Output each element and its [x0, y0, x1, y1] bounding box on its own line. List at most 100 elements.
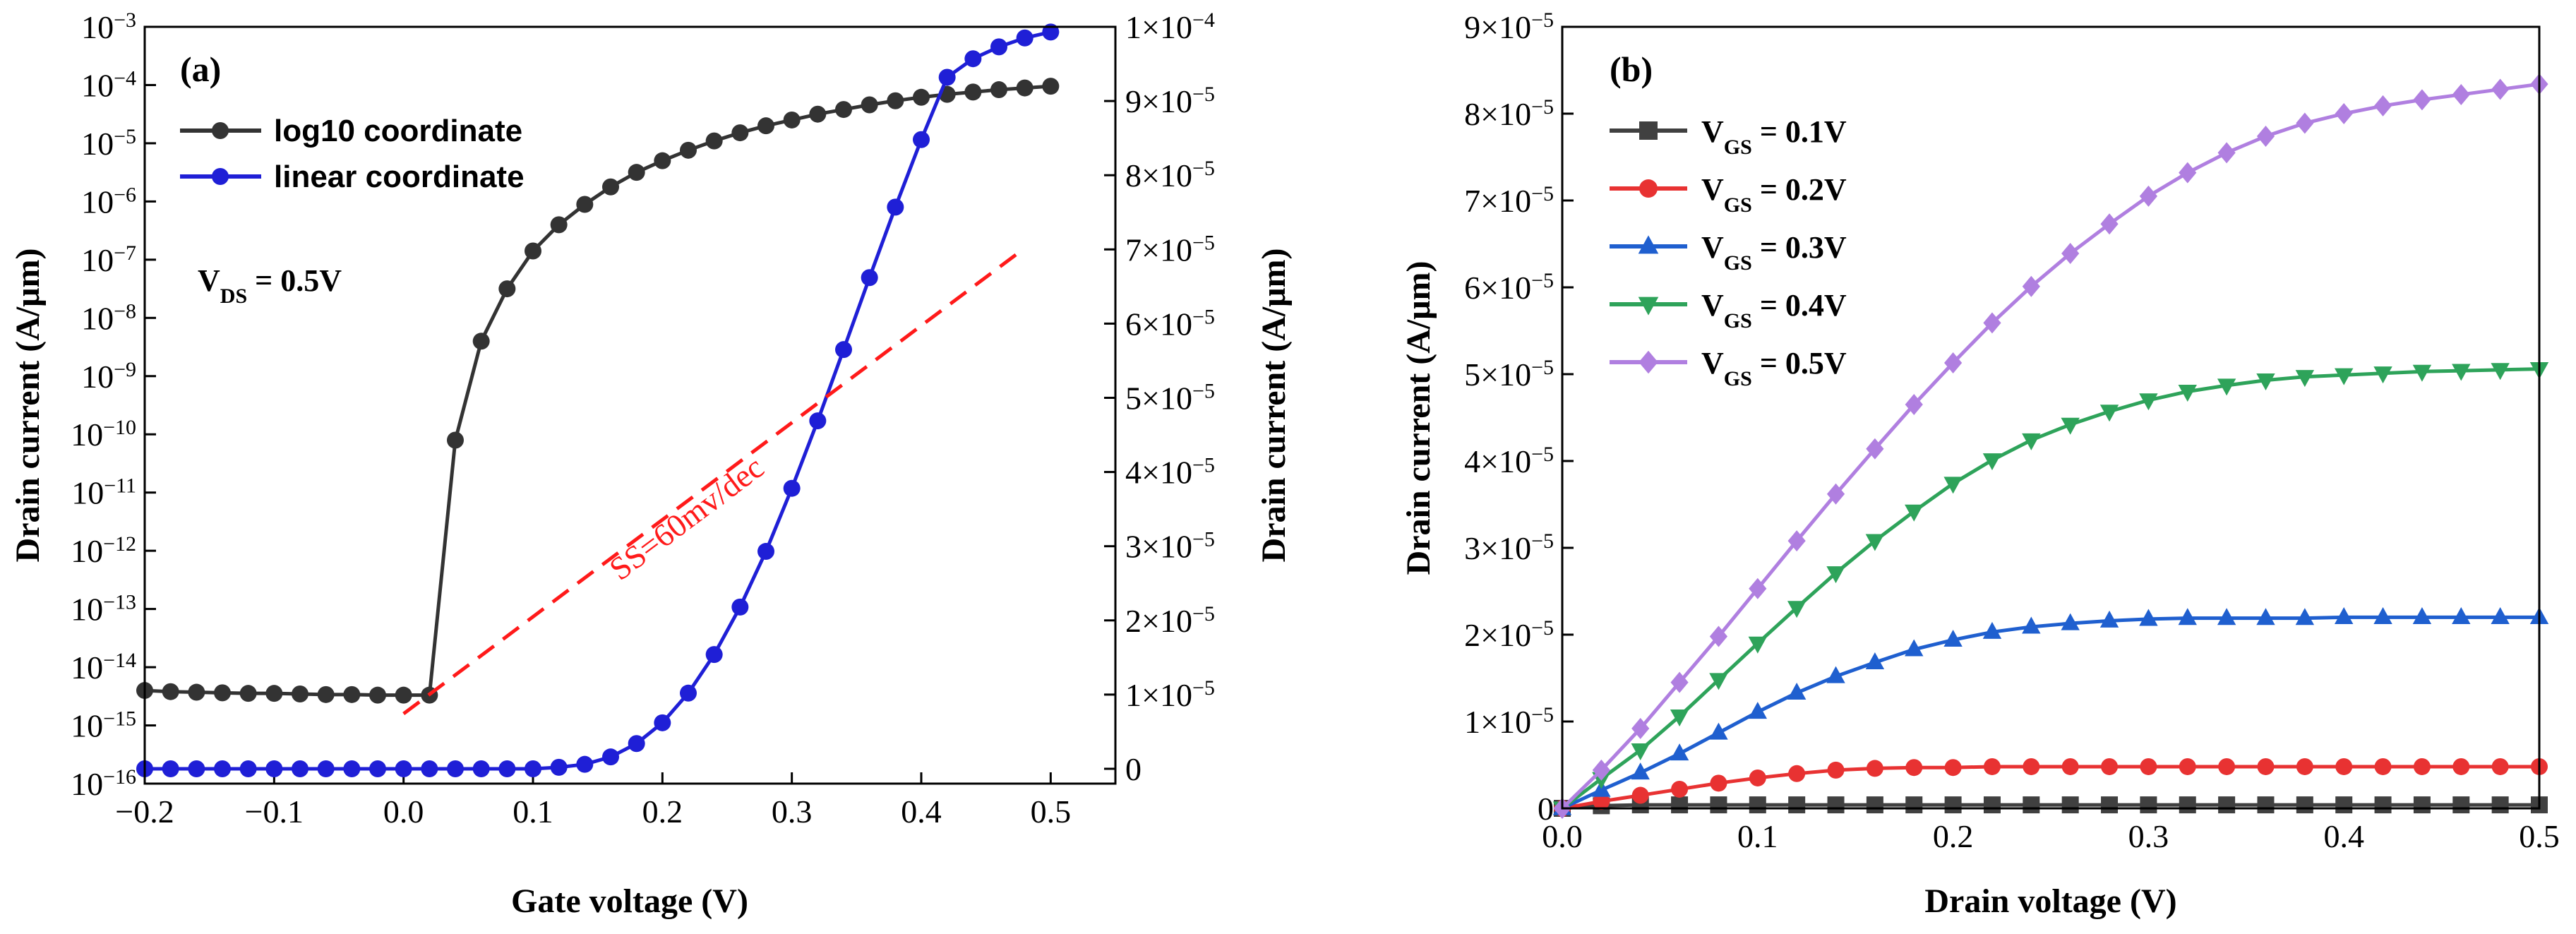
b-legend-marker-0 — [1639, 121, 1658, 140]
b-series-1-point — [2335, 758, 2353, 775]
a-series-0-point — [188, 683, 205, 701]
a-y-right-tick-label: 1×10−4 — [1125, 8, 1215, 46]
a-series-0-point — [214, 684, 231, 702]
b-series-0-point — [2413, 796, 2431, 814]
panel-a: −0.2 −0.1 0.0 0.1 0.2 0.3 0.4 0.5 10−16 10−15 10−1… — [9, 8, 1293, 921]
a-series-1-point — [472, 760, 490, 777]
b-series-1-point — [2140, 758, 2157, 775]
b-y-tick-label: 2×10−5 — [1464, 616, 1554, 654]
b-series-4-point — [2179, 162, 2197, 184]
b-series-2-point — [2061, 613, 2080, 630]
b-series-2-point — [2373, 607, 2392, 624]
a-series-1-point — [188, 760, 205, 777]
b-series-0-point — [2452, 796, 2470, 814]
b-series-1-point — [2023, 758, 2040, 775]
a-series-0-point — [783, 111, 801, 128]
b-series-4-point — [2491, 78, 2510, 100]
a-series-1-point — [1016, 29, 1034, 47]
b-legend-label-4: VGS = 0.5V — [1701, 346, 1847, 390]
b-series-1-point — [2413, 758, 2431, 775]
legend-marker-linear — [212, 168, 229, 185]
b-series-4-point — [1631, 717, 1650, 739]
a-series-1-point — [447, 760, 464, 777]
panel-b-x-title: Drain voltage (V) — [1924, 882, 2176, 920]
b-series-3-point — [1748, 636, 1767, 654]
b-series-3-point — [2373, 366, 2392, 384]
b-series-4-point — [2256, 125, 2275, 147]
b-series-0-point — [1866, 796, 1883, 814]
b-series-2-point — [2022, 616, 2041, 634]
b-series-1-point — [1944, 759, 1962, 777]
a-series-0-point — [498, 280, 516, 298]
a-x-tick-label: 0.4 — [901, 794, 942, 830]
panel-b-legend: VGS = 0.1V VGS = 0.2V VGS = 0.3V VGS = 0.4V… — [1610, 114, 1847, 390]
a-series-1-point — [162, 760, 179, 777]
b-legend-marker-1 — [1639, 179, 1658, 198]
legend-label-log10: log10 coordinate — [274, 114, 522, 148]
b-series-1-point — [1827, 761, 1845, 779]
a-y-left-tick-label: 10−3 — [81, 8, 136, 46]
b-series-2-point — [1670, 743, 1689, 761]
a-x-tick-label: −0.2 — [115, 794, 174, 830]
a-x-tick-label: 0.3 — [772, 794, 813, 830]
b-series-4-point — [1983, 312, 2001, 334]
b-legend-label-1: VGS = 0.2V — [1701, 172, 1847, 217]
b-series-0-point — [2218, 796, 2236, 814]
a-series-0-point — [628, 164, 645, 181]
b-series-2-point — [1982, 621, 2002, 639]
a-series-1-point — [990, 38, 1007, 56]
b-series-3-point — [1670, 710, 1689, 727]
b-series-2-point — [2491, 607, 2510, 624]
a-series-0-point — [835, 101, 852, 119]
b-series-1-point — [2296, 758, 2313, 775]
b-series-3-point — [2491, 363, 2510, 381]
b-series-4-point — [2335, 103, 2353, 124]
b-legend-marker-2 — [1638, 235, 1659, 254]
b-series-1-point — [1671, 780, 1689, 798]
a-series-1-point — [654, 714, 671, 731]
a-series-0-point — [964, 83, 982, 101]
b-y-tick-label: 3×10−5 — [1464, 529, 1554, 567]
panel-a-x-title: Gate voltage (V) — [511, 882, 748, 920]
b-series-3-point — [1905, 504, 1924, 522]
a-y-left-tick-label: 10−9 — [81, 357, 136, 395]
b-legend-label-2: VGS = 0.3V — [1701, 230, 1847, 275]
a-series-1-point — [757, 543, 774, 561]
b-series-1-point — [2491, 758, 2509, 775]
b-series-1-point — [1631, 786, 1649, 804]
a-series-0-point — [990, 81, 1007, 99]
a-y-right-tick-label: 4×10−5 — [1125, 453, 1215, 491]
b-series-4-point — [2296, 112, 2314, 134]
b-series-4-point — [2217, 142, 2236, 164]
b-series-3-point — [2256, 373, 2275, 391]
b-series-0-point — [2296, 796, 2313, 814]
a-series-1-point — [809, 412, 827, 430]
b-x-tick-label: 0.5 — [2519, 818, 2560, 854]
a-y-left-tick-label: 10−11 — [71, 474, 136, 511]
a-series-1-point — [887, 198, 904, 216]
a-series-1-point — [550, 758, 568, 776]
b-series-0-point — [1983, 796, 2001, 814]
b-series-4-point — [2022, 275, 2040, 297]
b-series-line-2 — [1561, 615, 2539, 810]
b-series-2-point — [1787, 683, 1807, 700]
a-series-0-point — [809, 105, 827, 123]
a-y-left-tick-label: 10−7 — [81, 241, 136, 278]
a-series-0-point — [369, 686, 386, 704]
b-series-3-point — [1943, 477, 1963, 494]
a-series-1-point — [835, 341, 852, 359]
b-legend-marker-4 — [1639, 350, 1658, 374]
ss-label: SS=60mv/dec — [603, 449, 770, 587]
b-series-3-point — [2139, 393, 2158, 411]
a-y-left-tick-label: 10−6 — [81, 183, 136, 220]
b-series-3-point — [1865, 534, 1885, 551]
b-legend-label-0: VGS = 0.1V — [1701, 114, 1847, 159]
b-series-0-point — [2061, 796, 2079, 814]
b-series-2-point — [2452, 607, 2471, 624]
a-x-tick-label: 0.2 — [642, 794, 683, 830]
a-series-1-point — [705, 646, 723, 664]
a-series-0-point — [162, 683, 179, 700]
b-y-tick-label: 8×10−5 — [1464, 95, 1554, 133]
b-series-3-point — [2099, 405, 2119, 422]
